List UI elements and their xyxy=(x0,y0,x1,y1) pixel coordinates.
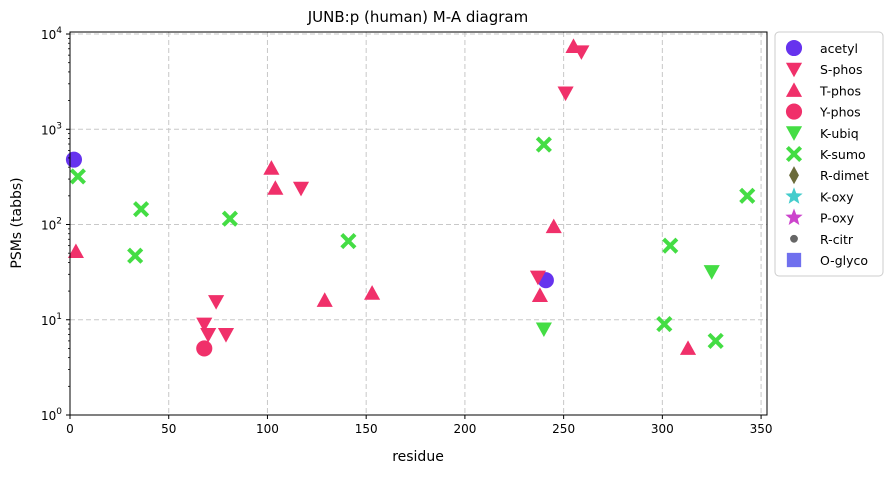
data-point-k-ubiq xyxy=(535,322,552,338)
data-point-y-phos xyxy=(196,340,213,357)
legend-marker-o-glyco xyxy=(786,252,802,268)
data-point-t-phos xyxy=(545,218,562,234)
gridlines xyxy=(70,32,767,415)
data-point-t-phos xyxy=(316,292,333,307)
data-point-k-sumo xyxy=(535,136,552,153)
data-point-s-phos xyxy=(529,270,547,286)
legend-label-acetyl: acetyl xyxy=(820,41,858,56)
data-point-k-sumo xyxy=(69,168,86,185)
legend-label-p-oxy: P-oxy xyxy=(820,211,855,226)
data-point-s-phos xyxy=(292,181,310,197)
x-tick-label: 200 xyxy=(453,422,476,436)
x-tick-label: 50 xyxy=(161,422,176,436)
legend-label-o-glyco: O-glyco xyxy=(820,253,868,268)
x-tick-label: 250 xyxy=(552,422,575,436)
legend-marker-r-citr xyxy=(790,234,798,243)
data-point-t-phos xyxy=(364,285,381,300)
data-point-k-sumo xyxy=(656,316,673,333)
data-point-k-sumo xyxy=(221,210,238,227)
data-point-k-sumo xyxy=(739,187,756,204)
legend-marker-y-phos xyxy=(785,103,803,120)
data-point-k-sumo xyxy=(133,201,150,218)
legend-label-r-dimet: R-dimet xyxy=(820,168,869,183)
data-point-k-ubiq xyxy=(703,265,720,280)
data-point-t-phos xyxy=(263,160,280,175)
legend-marker-t-phos xyxy=(785,82,803,97)
x-tick-label: 300 xyxy=(651,422,674,436)
data-point-k-sumo xyxy=(662,237,679,254)
data-point-acetyl xyxy=(65,151,83,168)
x-axis-label: residue xyxy=(392,449,444,465)
data-point-s-phos xyxy=(217,328,235,343)
data-point-s-phos xyxy=(196,317,213,333)
legend-label-k-sumo: K-sumo xyxy=(820,147,866,162)
data-point-k-sumo xyxy=(707,332,724,349)
legend: acetyl S-phos T-phos Y-phos K-ubiq K-sumo R-di… xyxy=(774,31,884,277)
legend-marker-s-phos xyxy=(785,62,803,78)
legend-label-k-oxy: K-oxy xyxy=(820,189,854,204)
x-tick-label: 150 xyxy=(355,422,378,436)
data-point-t-phos xyxy=(531,287,548,302)
data-point-s-phos xyxy=(208,295,225,310)
legend-label-s-phos: S-phos xyxy=(820,62,862,77)
data-point-s-phos xyxy=(557,86,574,102)
data-point-t-phos xyxy=(679,340,697,355)
legend-label-t-phos: T-phos xyxy=(819,83,861,98)
legend-label-y-phos: Y-phos xyxy=(819,105,861,120)
chart-title: JUNB:p (human) M-A diagram xyxy=(307,8,528,26)
data-point-s-phos xyxy=(200,328,217,343)
legend-marker-acetyl xyxy=(785,39,803,57)
data-point-k-sumo xyxy=(340,233,357,250)
y-axis-label: PSMs (tabbs) xyxy=(9,177,25,268)
data-point-k-sumo xyxy=(127,247,144,264)
legend-marker-k-oxy xyxy=(785,187,803,204)
legend-marker-k-sumo xyxy=(785,145,803,163)
x-tick-label: 350 xyxy=(750,422,773,436)
legend-marker-k-ubiq xyxy=(785,126,803,141)
plot-frame xyxy=(69,31,768,416)
legend-marker-r-dimet xyxy=(789,166,799,185)
data-point-t-phos xyxy=(67,243,84,259)
legend-label-k-ubiq: K-ubiq xyxy=(820,126,859,141)
x-tick-label: 100 xyxy=(256,422,279,436)
legend-marker-p-oxy xyxy=(785,208,803,225)
data-point-t-phos xyxy=(267,180,284,195)
data-point-t-phos xyxy=(565,38,582,53)
x-tick-label: 0 xyxy=(66,422,74,436)
legend-label-r-citr: R-citr xyxy=(820,232,854,247)
